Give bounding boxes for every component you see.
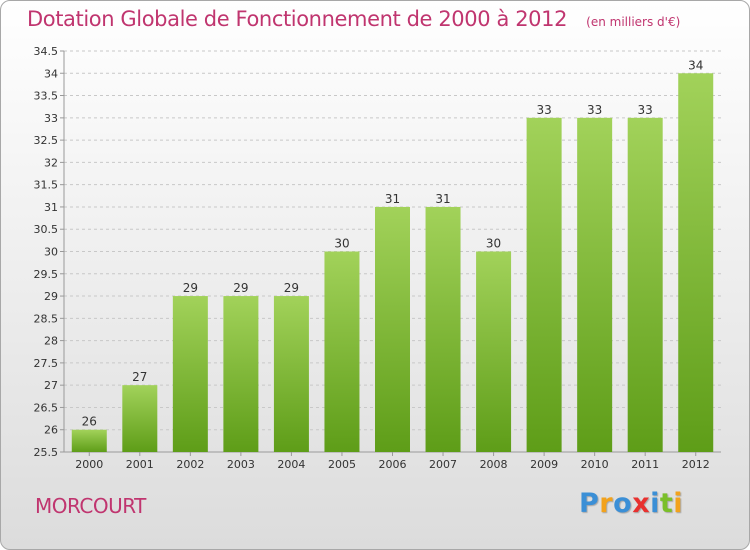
y-tick-label: 32.5 <box>34 134 59 147</box>
bar <box>476 251 512 452</box>
value-label: 33 <box>638 103 653 117</box>
y-tick-label: 31.5 <box>34 179 59 192</box>
y-tick-label: 25.5 <box>34 446 59 459</box>
value-label: 33 <box>536 103 551 117</box>
brand-letter: i <box>650 488 660 519</box>
y-tick-label: 33.5 <box>34 90 59 103</box>
y-tick-label: 34.5 <box>34 45 59 58</box>
y-tick-label: 26.5 <box>34 401 59 414</box>
bar <box>425 206 461 452</box>
y-tick-label: 30.5 <box>34 223 59 236</box>
y-tick-label: 31 <box>44 201 58 214</box>
value-label: 26 <box>82 415 97 429</box>
y-tick-label: 29 <box>44 290 58 303</box>
bar <box>324 251 360 452</box>
proxiti-logo[interactable]: Proxiti <box>579 488 683 519</box>
x-tick-label: 2012 <box>682 458 710 471</box>
value-label: 33 <box>587 103 602 117</box>
y-tick-label: 28 <box>44 335 58 348</box>
commune-name: MORCOURT <box>35 494 146 518</box>
x-tick-label: 2006 <box>379 458 407 471</box>
x-tick-label: 2005 <box>328 458 356 471</box>
label-layer: 26 27 29 29 29 30 31 31 30 33 33 33 34 <box>82 58 704 428</box>
bar <box>577 117 613 452</box>
value-label: 30 <box>486 237 501 251</box>
x-tick-label: 2000 <box>75 458 103 471</box>
brand-letter: t <box>659 488 674 519</box>
title-row: Dotation Globale de Fonctionnement de 20… <box>27 7 680 31</box>
y-tick-label: 30 <box>44 246 58 259</box>
y-tick-label: 29.5 <box>34 268 59 281</box>
y-tick-label: 33 <box>44 112 58 125</box>
brand-letter: i <box>673 488 684 519</box>
brand-letter: x <box>632 488 651 519</box>
chart-subtitle: (en milliers d'€) <box>586 15 681 29</box>
value-label: 27 <box>132 370 147 384</box>
x-tick-label: 2004 <box>277 458 305 471</box>
chart-title: Dotation Globale de Fonctionnement de 20… <box>27 7 568 31</box>
x-tick-label: 2011 <box>631 458 659 471</box>
value-label: 31 <box>385 192 400 206</box>
y-tick-label: 32 <box>44 156 58 169</box>
bar <box>223 296 259 452</box>
bar <box>273 296 309 452</box>
bar <box>678 73 714 453</box>
bar-layer <box>71 73 714 453</box>
value-label: 34 <box>688 58 703 72</box>
bar <box>627 117 663 452</box>
bar <box>375 206 410 452</box>
bar <box>526 117 562 452</box>
x-tick-label: 2007 <box>429 458 457 471</box>
x-tick-label: 2010 <box>581 458 609 471</box>
value-label: 29 <box>183 281 198 295</box>
value-label: 30 <box>334 237 349 251</box>
y-tick-label: 28.5 <box>34 312 59 325</box>
x-tick-label: 2003 <box>227 458 255 471</box>
x-tick-label: 2008 <box>480 458 508 471</box>
x-tick-label: 2002 <box>176 458 204 471</box>
brand-letter: r <box>599 488 614 519</box>
brand-letter: o <box>613 488 633 519</box>
bar <box>122 385 158 452</box>
y-tick-label: 27 <box>44 379 58 392</box>
bar <box>172 296 208 452</box>
value-label: 31 <box>435 192 450 206</box>
y-tick-label: 34 <box>44 67 58 80</box>
value-label: 29 <box>284 281 299 295</box>
bar <box>71 429 107 452</box>
brand-letter: P <box>579 488 600 519</box>
y-tick-label: 26 <box>44 424 58 437</box>
y-tick-label: 27.5 <box>34 357 59 370</box>
value-label: 29 <box>233 281 248 295</box>
x-tick-label: 2001 <box>126 458 154 471</box>
x-tick-label: 2009 <box>530 458 558 471</box>
axis-layer: 25.5 26 26.5 27 27.5 28 28.5 29 29.5 30 30.5 31 31.5… <box>34 45 721 471</box>
